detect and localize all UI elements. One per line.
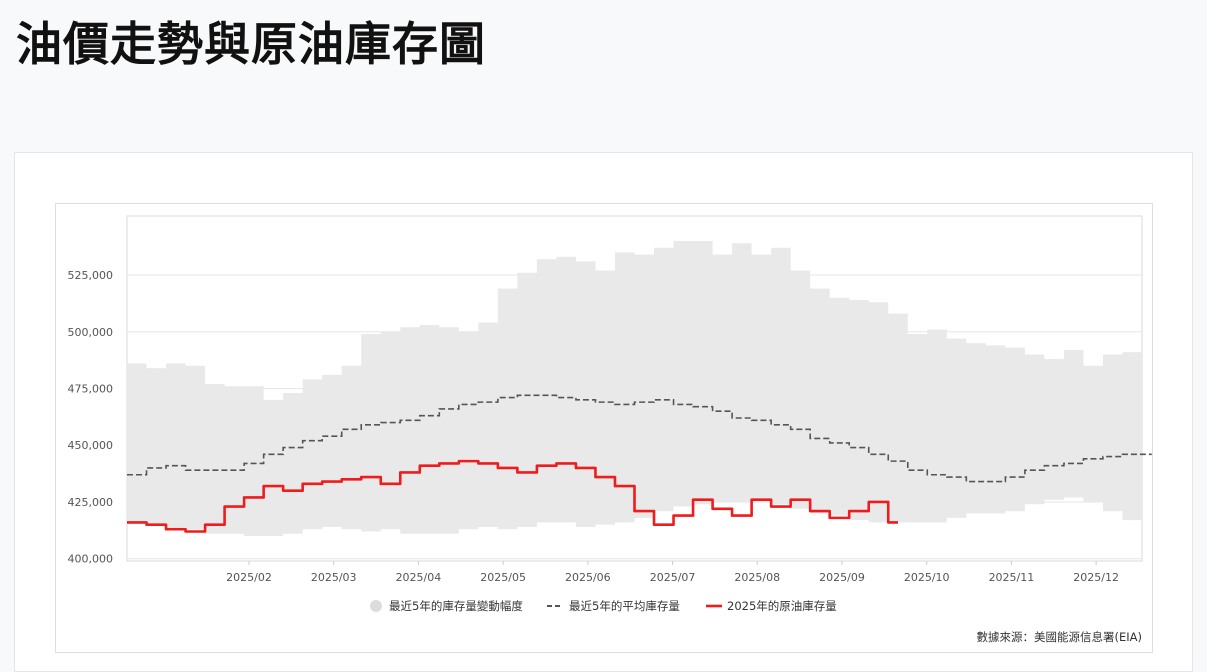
y-tick-label: 400,000 — [68, 553, 114, 566]
legend-item-range: 最近5年的庫存量變動幅度 — [370, 599, 523, 613]
x-tick-label: 2025/03 — [311, 571, 357, 584]
inventory-chart: 400,000 425,000 450,000 475,000 500,000 525,0… — [68, 215, 1152, 644]
range-band-layer — [127, 240, 1142, 537]
legend-swatch-range — [370, 600, 382, 612]
x-tick-label: 2025/06 — [565, 571, 611, 584]
chart-container: 400,000 425,000 450,000 475,000 500,000 525,0… — [55, 203, 1153, 653]
legend-item-average: 最近5年的平均庫存量 — [547, 599, 680, 613]
current-line-layer — [127, 459, 899, 533]
x-tick-label: 2025/05 — [480, 571, 526, 584]
range-band — [127, 240, 1142, 537]
y-tick-label: 500,000 — [68, 326, 114, 339]
page-title: 油價走勢與原油庫存圖 — [16, 17, 486, 71]
y-tick-label: 450,000 — [68, 439, 114, 452]
average-line — [127, 394, 1152, 483]
x-tick-label: 2025/10 — [904, 571, 950, 584]
legend-label-current: 2025年的原油庫存量 — [727, 599, 837, 613]
x-tick-label: 2025/02 — [226, 571, 272, 584]
y-tick-label: 475,000 — [68, 383, 114, 396]
x-tick-label: 2025/04 — [396, 571, 442, 584]
x-tick-label: 2025/07 — [650, 571, 696, 584]
x-tick-label: 2025/12 — [1073, 571, 1119, 584]
legend-label-average: 最近5年的平均庫存量 — [569, 599, 680, 613]
y-tick-label: 425,000 — [68, 496, 114, 509]
y-tick-label: 525,000 — [68, 269, 114, 282]
x-tick-label: 2025/11 — [989, 571, 1035, 584]
axis-layer: 400,000 425,000 450,000 475,000 500,000 525,0… — [68, 269, 1119, 584]
x-tick-label: 2025/08 — [734, 571, 780, 584]
legend-label-range: 最近5年的庫存量變動幅度 — [389, 599, 523, 613]
source-note: 數據來源：美國能源信息署(EIA) — [977, 630, 1143, 644]
average-line-layer — [127, 394, 1152, 483]
current-line — [127, 459, 899, 533]
legend: 最近5年的庫存量變動幅度 最近5年的平均庫存量 2025年的原油庫存量 — [370, 599, 837, 613]
legend-item-current: 2025年的原油庫存量 — [706, 599, 837, 613]
x-tick-label: 2025/09 — [819, 571, 865, 584]
